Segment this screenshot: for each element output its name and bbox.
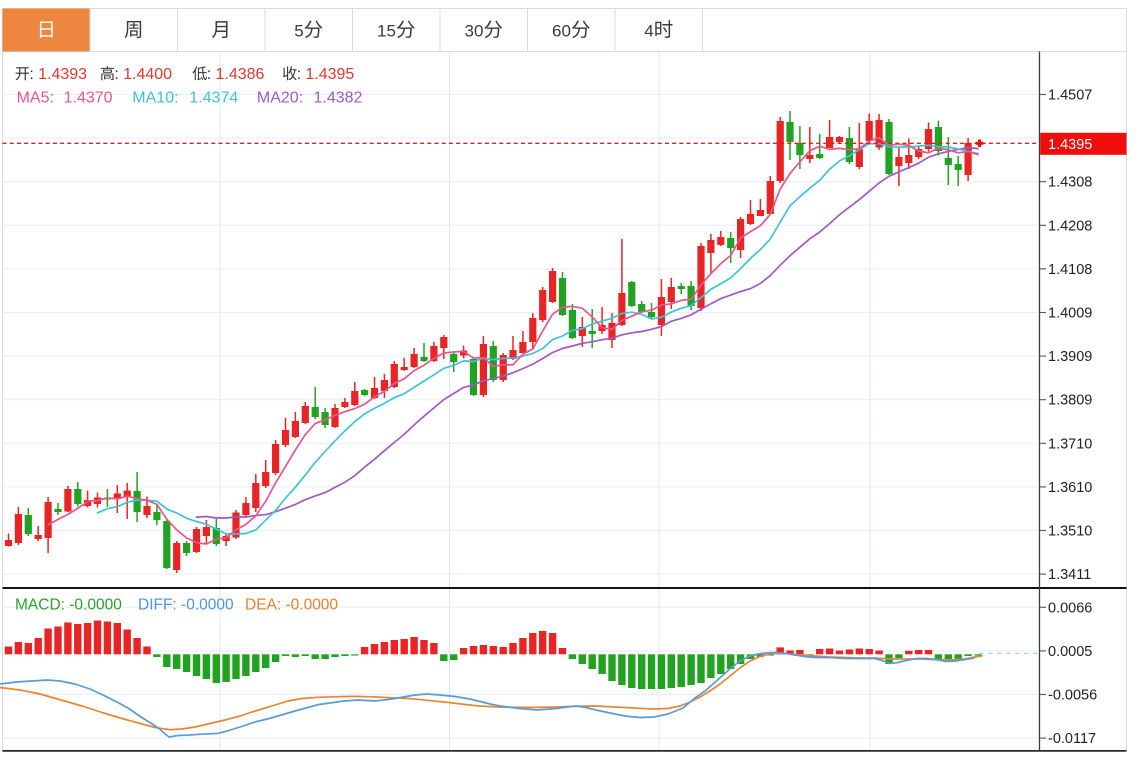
svg-text:1.4395: 1.4395 (1048, 137, 1092, 153)
svg-text:5: 5 (294, 22, 303, 41)
svg-text::: : (29, 66, 33, 83)
svg-text:0.0005: 0.0005 (1048, 644, 1092, 660)
svg-text:1.3909: 1.3909 (1048, 349, 1092, 365)
svg-text:1.4374: 1.4374 (189, 90, 238, 107)
svg-text:1.4400: 1.4400 (123, 66, 172, 83)
svg-text:0: 0 (562, 22, 571, 41)
svg-text:1.4386: 1.4386 (216, 66, 265, 83)
svg-text:1.4308: 1.4308 (1048, 175, 1092, 191)
svg-text:0.0066: 0.0066 (1048, 600, 1092, 616)
svg-text:1.4208: 1.4208 (1048, 218, 1092, 234)
svg-text:1.4507: 1.4507 (1048, 88, 1092, 104)
svg-text:1.3710: 1.3710 (1048, 436, 1092, 452)
svg-text:MA5:: MA5: (17, 90, 54, 107)
svg-text:DIFF: -0.0000: DIFF: -0.0000 (138, 597, 234, 614)
svg-text:1.4370: 1.4370 (64, 90, 113, 107)
svg-text:MACD: -0.0000: MACD: -0.0000 (15, 597, 122, 614)
svg-text:1.3510: 1.3510 (1048, 524, 1092, 540)
svg-text:6: 6 (552, 22, 561, 41)
svg-text:DEA: -0.0000: DEA: -0.0000 (245, 597, 338, 614)
svg-text:MA20:: MA20: (257, 90, 303, 107)
svg-text:4: 4 (644, 22, 653, 41)
svg-text:1.4395: 1.4395 (305, 66, 354, 83)
svg-text:1.3809: 1.3809 (1048, 393, 1092, 409)
svg-text:1.4393: 1.4393 (38, 66, 87, 83)
svg-text:1.3411: 1.3411 (1048, 567, 1091, 583)
svg-text:0: 0 (474, 22, 483, 41)
svg-text::: : (114, 66, 118, 83)
svg-text:5: 5 (387, 22, 396, 41)
svg-text::: : (207, 66, 211, 83)
svg-text:1.4108: 1.4108 (1048, 262, 1092, 278)
svg-text:-0.0117: -0.0117 (1048, 731, 1096, 747)
svg-text:1: 1 (377, 22, 386, 41)
svg-text:1.4009: 1.4009 (1048, 306, 1092, 322)
svg-text:1.3610: 1.3610 (1048, 480, 1092, 496)
svg-text:MA10:: MA10: (132, 90, 178, 107)
svg-text:3: 3 (465, 22, 474, 41)
svg-text:-0.0056: -0.0056 (1048, 688, 1097, 704)
svg-text::: : (297, 66, 301, 83)
svg-text:1.4382: 1.4382 (314, 90, 363, 107)
